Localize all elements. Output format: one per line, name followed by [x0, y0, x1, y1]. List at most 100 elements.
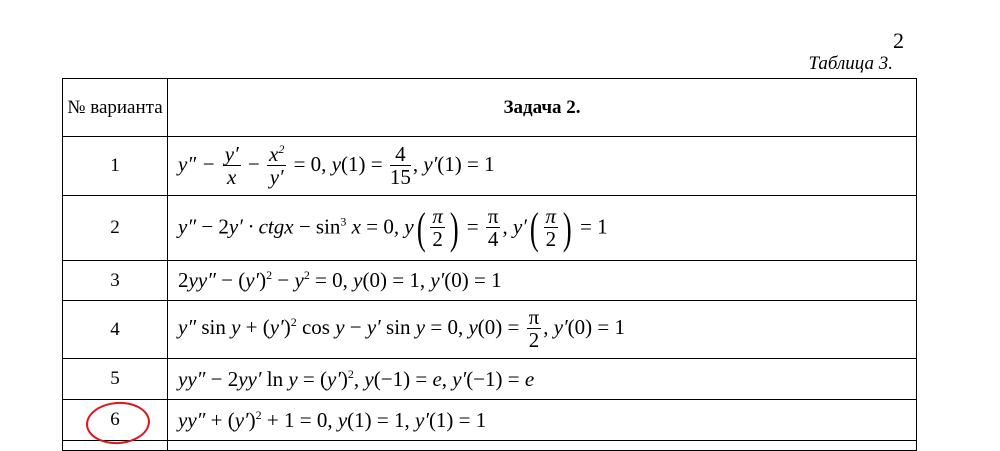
formula-text: sin	[196, 315, 232, 340]
formula-text: 2	[178, 268, 189, 292]
formula-italic: y	[415, 315, 426, 340]
formula-text: (−1) =	[373, 366, 433, 391]
exponent: 2	[290, 315, 297, 330]
exponent: 3	[340, 213, 347, 228]
denominator: 2	[432, 226, 443, 251]
header-variant-number: № варианта	[62, 78, 168, 137]
formula-italic: y′	[430, 268, 445, 292]
fraction: 4 15	[389, 143, 411, 189]
formula-italic: y″	[178, 213, 197, 238]
formula-text: + 1 = 0,	[261, 407, 338, 432]
equation-cell	[167, 440, 917, 451]
formula-text: −	[242, 151, 266, 176]
formula-text: + (	[240, 315, 270, 340]
formula-italic: y″ −	[178, 151, 221, 176]
formula-text: (0) = 1	[567, 315, 626, 340]
exponent: 2	[255, 407, 262, 422]
header-task: Задача 2.	[167, 78, 917, 137]
formula-italic: y′ · ctgx	[228, 213, 294, 238]
paren-left: (	[529, 203, 539, 253]
formula-italic: y″	[178, 315, 197, 340]
fraction: x2 y′	[267, 141, 287, 189]
formula-text: )	[248, 407, 256, 432]
exponent: 2	[303, 268, 310, 282]
formula-italic: yy′	[238, 366, 262, 391]
numerator: π	[543, 203, 559, 228]
formula-text: sin	[380, 315, 416, 340]
formula-italic: y′	[553, 315, 568, 340]
formula-text: (1) = 1	[437, 151, 495, 176]
formula-text: )	[283, 315, 291, 340]
denominator: y′	[269, 164, 284, 189]
formula-text: )	[340, 366, 348, 391]
equation-cell: y″ − y′ x − x2 y′ = 0, y(1) = 4 15, y′(1) =…	[167, 136, 917, 196]
equation-cell: y″ sin y + (y′)2 cos y − y′ sin y = 0, y…	[167, 300, 917, 359]
numerator: π	[430, 203, 445, 228]
numerator: x2	[267, 141, 287, 166]
formula-italic: y′	[269, 315, 284, 340]
formula-italic: y	[353, 268, 363, 292]
variants-table: № варианта Задача 2. 1 y″ − y′ x − x2 y′ = …	[62, 78, 917, 451]
formula-text: = 1	[574, 213, 608, 238]
formula-text: −	[272, 268, 295, 292]
formula-italic: y′	[415, 407, 429, 432]
denominator: 4	[487, 226, 499, 251]
formula-italic: y′	[327, 366, 341, 391]
formula-italic: y′	[452, 366, 467, 391]
formula-text: (1) = 1	[428, 407, 487, 432]
numerator: y′	[222, 141, 241, 166]
exponent: 2	[347, 366, 354, 381]
formula-italic: y	[294, 268, 304, 292]
numerator: 4	[389, 143, 411, 166]
formula-text: (−1) =	[466, 366, 525, 391]
formula-text: ,	[412, 151, 424, 176]
variant-number: 5	[62, 358, 168, 400]
denominator: 2	[528, 328, 540, 353]
formula-text: ,	[441, 366, 453, 391]
variant-number: 3	[62, 260, 168, 301]
formula-italic: y	[364, 366, 374, 391]
formula-italic: y′	[245, 268, 260, 292]
table-row: 5 yy″ − 2yy′ ln y = (y′)2, y(−1) = e, y′(…	[62, 358, 917, 400]
formula-text: (0) = 1	[444, 268, 502, 292]
formula-text: (1) =	[341, 151, 388, 176]
formula-italic: x	[346, 213, 361, 238]
formula-text: (0) = 1,	[362, 268, 431, 292]
formula-text: ,	[502, 213, 513, 238]
formula-italic: y	[231, 315, 241, 340]
formula-italic: e	[524, 366, 535, 391]
formula-italic: y	[335, 315, 345, 340]
formula-text: ,	[543, 315, 554, 340]
formula-text: )	[259, 268, 267, 292]
variant-number: 2	[62, 195, 168, 261]
exponent: 2	[278, 141, 285, 156]
paren-left: (	[416, 203, 426, 253]
fraction: y′ x	[222, 141, 241, 189]
table-row: 1 y″ − y′ x − x2 y′ = 0, y(1) = 4 15, y′(1) …	[62, 136, 917, 196]
table-row-partial	[62, 440, 917, 451]
formula-text: = 0,	[425, 315, 469, 340]
equation-cell: yy″ + (y′)2 + 1 = 0, y(1) = 1, y′(1) = 1	[167, 399, 917, 441]
paren-right: )	[449, 203, 459, 253]
table-caption: Таблица 3.	[808, 53, 893, 74]
formula-text: =	[461, 213, 484, 238]
table-header-row: № варианта Задача 2.	[62, 78, 917, 137]
formula-italic: y	[404, 213, 414, 238]
formula-text: = 0,	[288, 151, 332, 176]
formula-italic: yy″	[178, 366, 206, 391]
table-row: 2 y″ − 2y′ · ctgx − sin3 x = 0, y(π 2) = π…	[62, 195, 917, 261]
numerator: π	[526, 305, 542, 330]
formula-italic: y′	[512, 213, 527, 238]
numerator: π	[485, 203, 501, 228]
formula-italic: yy″	[188, 268, 216, 292]
formula-italic: yy″	[178, 407, 206, 432]
formula-text: = (	[297, 366, 327, 391]
formula-text: ,	[353, 366, 365, 391]
formula-text: (1) = 1,	[347, 407, 416, 432]
formula-italic: y′	[423, 151, 438, 176]
page-number: 2	[893, 28, 904, 53]
formula-text: − 2	[196, 213, 229, 238]
